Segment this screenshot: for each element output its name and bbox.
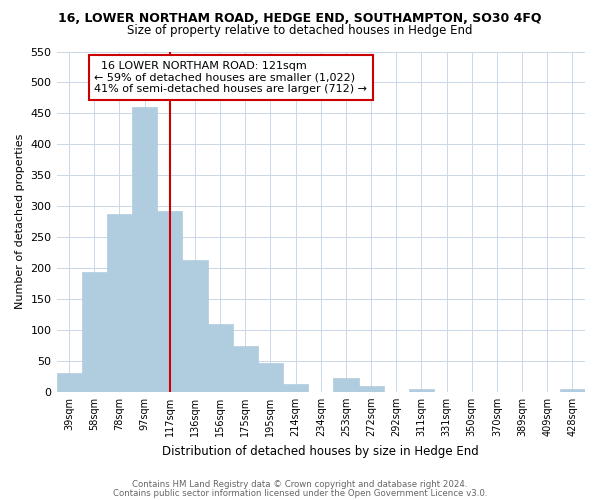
Text: 16, LOWER NORTHAM ROAD, HEDGE END, SOUTHAMPTON, SO30 4FQ: 16, LOWER NORTHAM ROAD, HEDGE END, SOUTH…	[58, 12, 542, 26]
Bar	[334, 378, 359, 392]
Bar	[359, 386, 383, 392]
Text: Contains public sector information licensed under the Open Government Licence v3: Contains public sector information licen…	[113, 488, 487, 498]
Bar	[56, 373, 82, 392]
Bar	[283, 384, 308, 392]
Bar	[409, 388, 434, 392]
Bar	[560, 390, 585, 392]
Y-axis label: Number of detached properties: Number of detached properties	[15, 134, 25, 310]
Bar	[182, 260, 208, 392]
Bar	[82, 272, 107, 392]
Bar	[233, 346, 258, 392]
Bar	[258, 364, 283, 392]
Text: Size of property relative to detached houses in Hedge End: Size of property relative to detached ho…	[127, 24, 473, 37]
Text: 16 LOWER NORTHAM ROAD: 121sqm  
← 59% of detached houses are smaller (1,022)
41%: 16 LOWER NORTHAM ROAD: 121sqm ← 59% of d…	[94, 61, 367, 94]
X-axis label: Distribution of detached houses by size in Hedge End: Distribution of detached houses by size …	[163, 444, 479, 458]
Text: Contains HM Land Registry data © Crown copyright and database right 2024.: Contains HM Land Registry data © Crown c…	[132, 480, 468, 489]
Bar	[107, 214, 132, 392]
Bar	[132, 107, 157, 392]
Bar	[157, 210, 182, 392]
Bar	[208, 324, 233, 392]
